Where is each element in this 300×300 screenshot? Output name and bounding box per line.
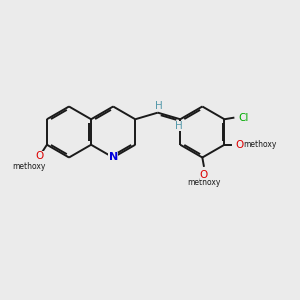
Text: H: H	[155, 101, 163, 111]
Text: methoxy: methoxy	[12, 162, 46, 171]
Text: methoxy: methoxy	[243, 140, 277, 149]
Text: H: H	[175, 121, 183, 131]
Text: O: O	[235, 140, 243, 150]
Text: N: N	[109, 152, 118, 163]
Text: O: O	[200, 169, 208, 179]
Text: Cl: Cl	[238, 113, 248, 123]
Text: O: O	[35, 151, 44, 161]
Text: methoxy: methoxy	[187, 178, 220, 187]
